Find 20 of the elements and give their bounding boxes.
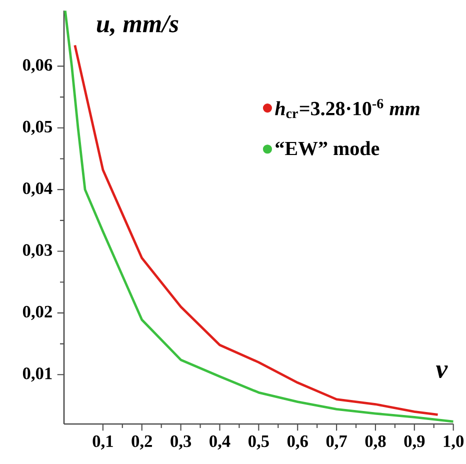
x-tick-label: 0,6: [287, 435, 308, 450]
y-tick-label: 0,03: [22, 244, 52, 258]
y-axis-title: u, mm/s: [96, 15, 178, 36]
x-tick-label: 0,4: [210, 435, 230, 450]
x-tick-label: 0,7: [326, 435, 347, 450]
y-tick-label: 0,01: [22, 368, 52, 382]
legend-label: h$_{cr}$=3.28·10$^{-6}$ mm: [275, 98, 420, 118]
y-tick-label: 0,02: [22, 306, 52, 320]
x-axis-title: v: [436, 365, 448, 378]
legend-label: “EW” mode: [276, 141, 380, 156]
x-tick-label: 0,3: [170, 435, 192, 450]
y-tick-label: 0,05: [22, 120, 52, 135]
x-tick-label: 0,8: [365, 435, 386, 450]
x-tick-label: 1,0: [444, 435, 464, 450]
y-tick-label: 0,04: [22, 182, 52, 197]
x-tick-label: 0,2: [132, 435, 152, 450]
y-tick-label: 0,06: [22, 59, 52, 74]
x-tick-label: 0,5: [248, 435, 269, 450]
x-tick-label: 0,9: [404, 435, 425, 450]
x-tick-label: 0,1: [92, 435, 113, 450]
